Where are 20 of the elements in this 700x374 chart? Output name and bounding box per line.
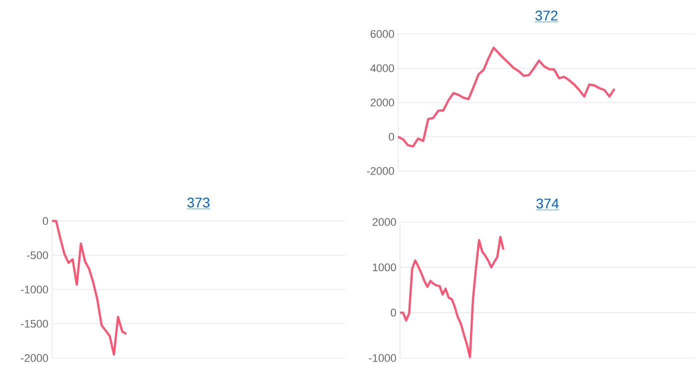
line-series <box>398 236 504 358</box>
line-series <box>396 46 616 148</box>
y-tick-label: 2000 <box>372 218 396 226</box>
y-tick-label: -2000 <box>366 167 394 175</box>
y-tick-label: 2000 <box>370 98 394 106</box>
y-tick-label: -1000 <box>368 354 396 362</box>
y-tick-label: -1000 <box>20 286 48 294</box>
y-tick-label: 1000 <box>372 263 396 272</box>
y-tick-label: -2000 <box>20 354 48 362</box>
y-tick-label: 4000 <box>370 64 394 72</box>
y-tick-label: 0 <box>42 217 48 225</box>
line-series <box>50 220 128 356</box>
y-tick-label: 6000 <box>370 30 394 38</box>
y-tick-label: -500 <box>27 251 48 260</box>
chart-title: 373 <box>187 198 210 208</box>
y-tick-label: -1500 <box>20 320 48 328</box>
chart-title: 372 <box>535 10 558 21</box>
chart-title: 374 <box>536 198 559 209</box>
y-tick-label: 0 <box>388 132 394 141</box>
y-tick-label: 0 <box>390 308 396 317</box>
